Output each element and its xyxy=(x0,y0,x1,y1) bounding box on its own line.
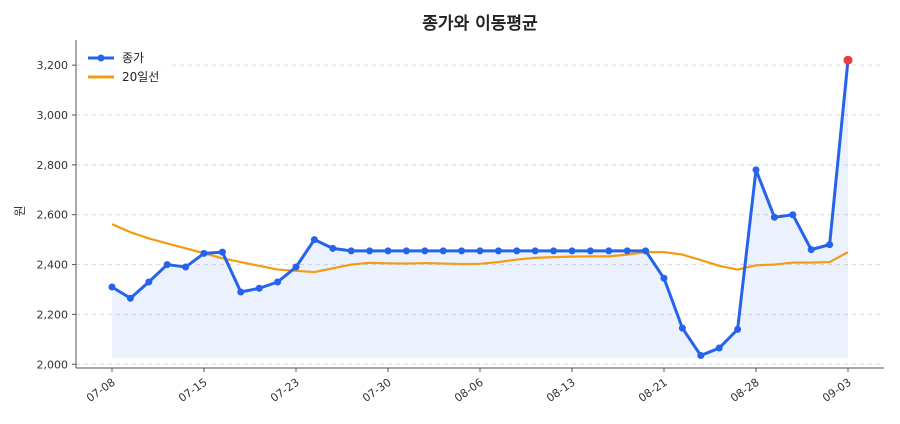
close-point xyxy=(402,247,410,255)
close-point xyxy=(586,247,594,255)
x-tick-label: 08-13 xyxy=(544,376,578,405)
x-tick-label: 09-03 xyxy=(820,376,854,405)
close-point xyxy=(421,247,429,255)
close-point xyxy=(550,247,558,255)
close-point xyxy=(531,247,539,255)
y-tick-label: 2,000 xyxy=(37,358,69,371)
close-point xyxy=(734,325,742,333)
legend-label-close: 종가 xyxy=(122,51,144,65)
close-point xyxy=(494,247,502,255)
close-point xyxy=(182,263,190,271)
close-point xyxy=(366,247,374,255)
close-point xyxy=(752,166,760,174)
close-point xyxy=(678,324,686,332)
area-fill xyxy=(112,60,848,359)
close-point xyxy=(458,247,466,255)
x-tick-label: 07-15 xyxy=(176,376,210,405)
close-point xyxy=(145,278,153,286)
x-tick-label: 07-30 xyxy=(360,376,394,405)
close-point xyxy=(770,213,778,221)
close-point xyxy=(439,247,447,255)
legend-label-ma20: 20일선 xyxy=(122,70,159,84)
close-point xyxy=(697,352,705,360)
x-tick-label: 08-21 xyxy=(636,376,670,405)
close-point xyxy=(384,247,392,255)
x-tick-label: 08-28 xyxy=(728,376,762,405)
x-tick-label: 08-06 xyxy=(452,376,486,405)
close-point xyxy=(568,247,576,255)
close-point xyxy=(513,247,521,255)
y-tick-label: 2,600 xyxy=(37,209,69,222)
series-line-ma20 xyxy=(111,223,849,274)
y-axis-label: 원 xyxy=(13,205,27,216)
close-point xyxy=(605,247,613,255)
x-tick-label: 07-23 xyxy=(268,376,302,405)
last-close-point xyxy=(843,55,853,65)
y-tick-label: 3,200 xyxy=(37,59,69,72)
close-point xyxy=(347,247,355,255)
close-area-fill xyxy=(112,60,848,359)
close-point xyxy=(237,288,245,296)
close-point xyxy=(255,284,263,292)
y-tick-label: 3,000 xyxy=(37,109,69,122)
y-tick-label: 2,200 xyxy=(37,308,69,321)
legend: 종가 20일선 xyxy=(84,46,170,88)
series-lines xyxy=(108,55,853,360)
close-point xyxy=(292,263,300,271)
close-point xyxy=(126,294,134,302)
close-point xyxy=(310,236,318,244)
chart-title: 종가와 이동평균 xyxy=(422,14,538,34)
close-point xyxy=(623,247,631,255)
x-tick-label: 07-08 xyxy=(84,376,118,405)
legend-marker-close xyxy=(97,54,105,62)
close-point xyxy=(476,247,484,255)
legend-box xyxy=(84,46,170,88)
close-point xyxy=(807,246,815,254)
close-point xyxy=(108,283,116,291)
close-point xyxy=(200,249,208,257)
close-point xyxy=(715,344,723,352)
close-point xyxy=(642,247,650,255)
close-point xyxy=(826,241,834,249)
y-tick-label: 2,400 xyxy=(37,259,69,272)
close-point xyxy=(274,278,282,286)
close-point xyxy=(789,211,797,219)
y-tick-label: 2,800 xyxy=(37,159,69,172)
close-point xyxy=(329,244,337,252)
close-point xyxy=(163,261,171,269)
close-point xyxy=(218,248,226,256)
close-point xyxy=(660,274,668,282)
